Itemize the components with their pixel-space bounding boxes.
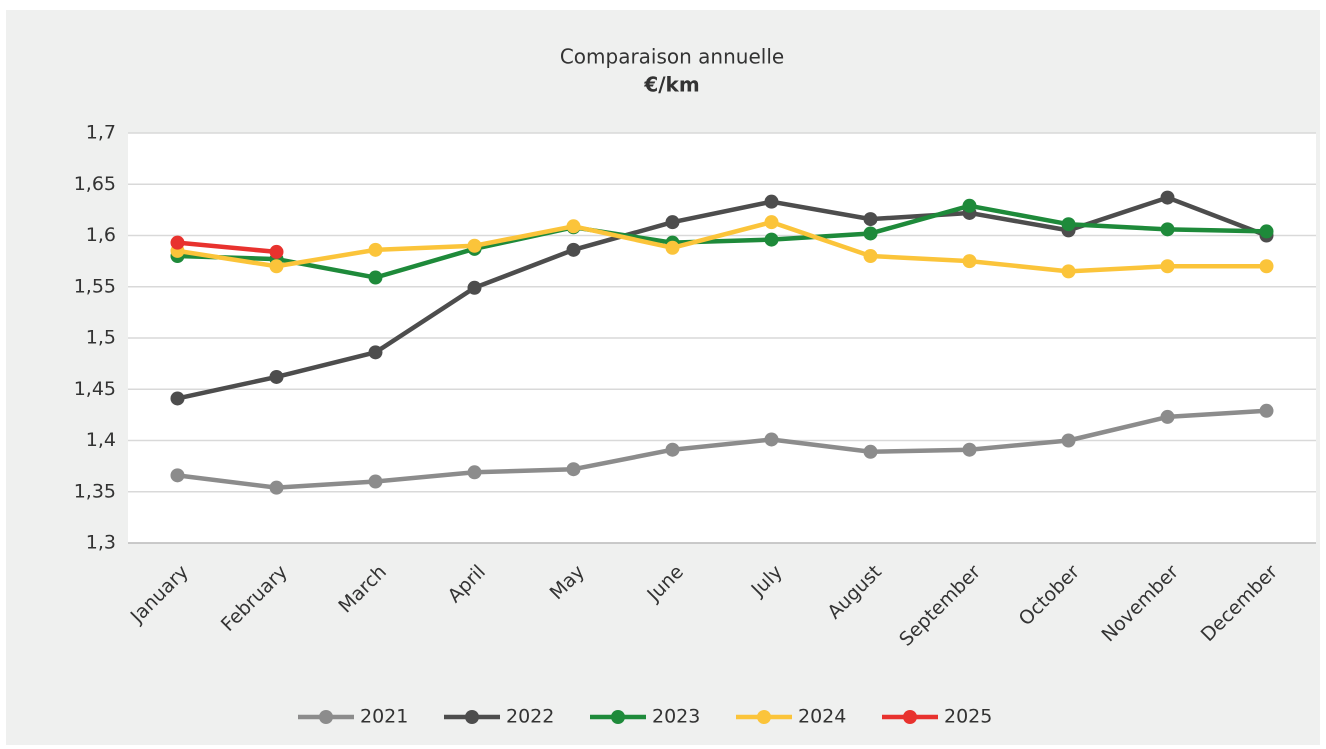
- legend-label: 2022: [506, 706, 554, 728]
- y-tick-label: 1,35: [74, 480, 116, 502]
- y-tick-label: 1,3: [86, 532, 116, 554]
- data-point: [1259, 224, 1274, 239]
- legend-label: 2024: [798, 706, 846, 728]
- data-point: [962, 254, 977, 269]
- data-point: [1160, 259, 1175, 274]
- data-point: [863, 444, 878, 459]
- data-point: [1160, 222, 1175, 237]
- data-point: [1160, 409, 1175, 424]
- data-point: [269, 369, 284, 384]
- y-tick-label: 1,5: [86, 327, 116, 349]
- y-tick-label: 1,4: [86, 429, 116, 451]
- legend-marker: [757, 710, 771, 724]
- data-point: [467, 280, 482, 295]
- series-line: [177, 408, 1267, 490]
- data-point: [665, 240, 680, 255]
- data-point: [764, 194, 779, 209]
- series-line: [177, 219, 1267, 274]
- y-tick-label: 1,45: [74, 378, 116, 400]
- data-point: [1160, 190, 1175, 205]
- data-point: [269, 244, 284, 259]
- legend-label: 2023: [652, 706, 700, 728]
- data-point: [467, 238, 482, 253]
- data-point: [269, 259, 284, 274]
- data-point: [863, 249, 878, 263]
- data-point: [1061, 264, 1076, 279]
- data-point: [368, 242, 383, 257]
- data-point: [566, 242, 581, 257]
- legend-label: 2025: [944, 706, 992, 728]
- data-point: [863, 212, 878, 227]
- data-point: [962, 198, 977, 213]
- data-point: [764, 432, 779, 447]
- data-point: [170, 468, 185, 483]
- data-point: [368, 474, 383, 489]
- data-point: [863, 226, 878, 241]
- legend-marker: [611, 710, 625, 724]
- data-point: [1061, 217, 1076, 232]
- y-tick-label: 1,7: [86, 122, 116, 144]
- data-point: [566, 219, 581, 234]
- data-point: [170, 235, 185, 250]
- y-tick-label: 1,55: [74, 275, 116, 297]
- data-point: [665, 215, 680, 230]
- series-line: [177, 203, 1267, 280]
- y-tick-label: 1,65: [74, 173, 116, 195]
- series-line: [177, 240, 277, 255]
- data-point: [764, 215, 779, 230]
- data-point: [368, 270, 383, 285]
- chart-subtitle: €/km: [643, 73, 699, 97]
- data-point: [170, 391, 185, 406]
- data-point: [962, 442, 977, 457]
- legend-marker: [465, 710, 479, 724]
- legend-marker: [319, 710, 333, 724]
- data-point: [764, 232, 779, 247]
- legend-label: 2021: [360, 706, 408, 728]
- chart-title: Comparaison annuelle: [560, 45, 784, 69]
- data-point: [1259, 259, 1274, 274]
- data-point: [1061, 433, 1076, 448]
- data-point: [269, 480, 284, 495]
- legend-marker: [903, 710, 917, 724]
- data-point: [665, 442, 680, 457]
- data-point: [566, 462, 581, 477]
- data-point: [368, 345, 383, 360]
- data-point: [467, 465, 482, 480]
- y-tick-label: 1,6: [86, 224, 116, 246]
- data-point: [1259, 403, 1274, 418]
